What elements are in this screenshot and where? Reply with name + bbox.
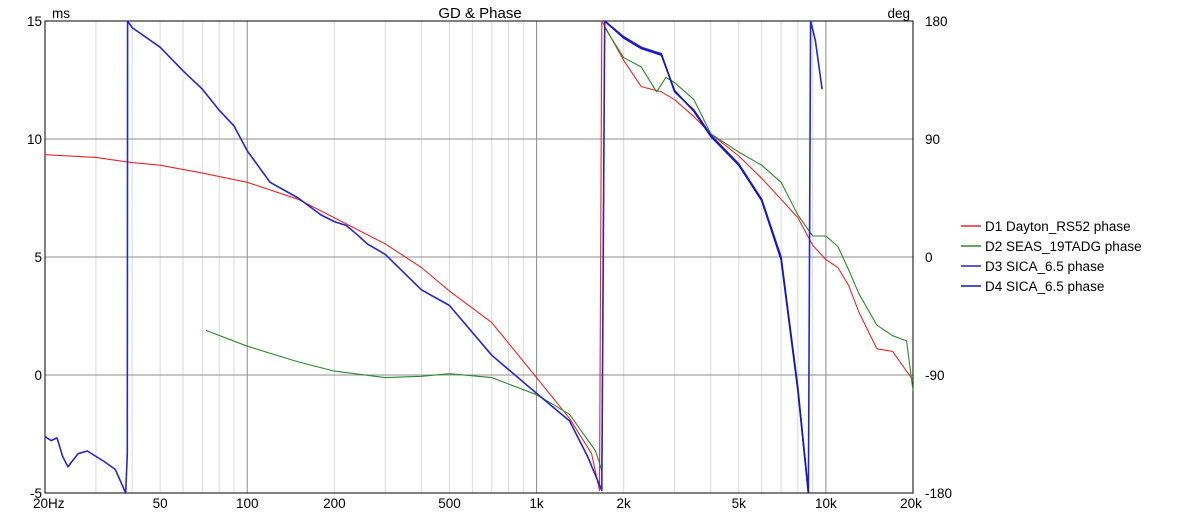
legend-label: D2 SEAS_19TADG phase <box>985 239 1142 254</box>
x-tick-label: 20Hz <box>33 496 65 511</box>
series-line-4 <box>604 20 810 494</box>
right-tick-label: -90 <box>925 368 945 383</box>
left-tick-label: 10 <box>27 132 42 147</box>
left-tick-label: 15 <box>27 14 42 29</box>
legend: D1 Dayton_RS52 phase D2 SEAS_19TADG phase… <box>961 219 1142 294</box>
left-tick-label: 5 <box>34 250 42 265</box>
x-tick-label: 10k <box>815 496 837 511</box>
left-tick-label: -5 <box>30 486 42 501</box>
x-tick-label: 20k <box>900 496 922 511</box>
labels-layer: GD & Phase ms deg 151050-5180900-90-1802… <box>27 5 952 511</box>
right-tick-label: 90 <box>925 132 940 147</box>
legend-label: D3 SICA_6.5 phase <box>985 259 1104 274</box>
right-axis-unit: deg <box>887 6 910 21</box>
series-line-1 <box>44 20 914 491</box>
x-tick-label: 1k <box>529 496 544 511</box>
x-tick-label: 5k <box>732 496 747 511</box>
chart-title: GD & Phase <box>438 5 521 22</box>
legend-label: D4 SICA_6.5 phase <box>985 279 1104 294</box>
series-line-2 <box>205 27 914 472</box>
left-tick-label: 0 <box>34 368 42 383</box>
right-tick-label: 180 <box>925 14 948 29</box>
x-tick-label: 500 <box>438 496 461 511</box>
right-tick-label: 0 <box>925 250 933 265</box>
plot-frame <box>44 20 914 494</box>
series-layer <box>44 20 914 494</box>
x-tick-label: 100 <box>236 496 259 511</box>
right-tick-label: -180 <box>925 486 952 501</box>
x-tick-label: 200 <box>323 496 346 511</box>
legend-label: D1 Dayton_RS52 phase <box>985 219 1131 234</box>
x-tick-label: 2k <box>617 496 632 511</box>
left-axis-unit: ms <box>52 6 70 21</box>
x-tick-label: 50 <box>153 496 168 511</box>
